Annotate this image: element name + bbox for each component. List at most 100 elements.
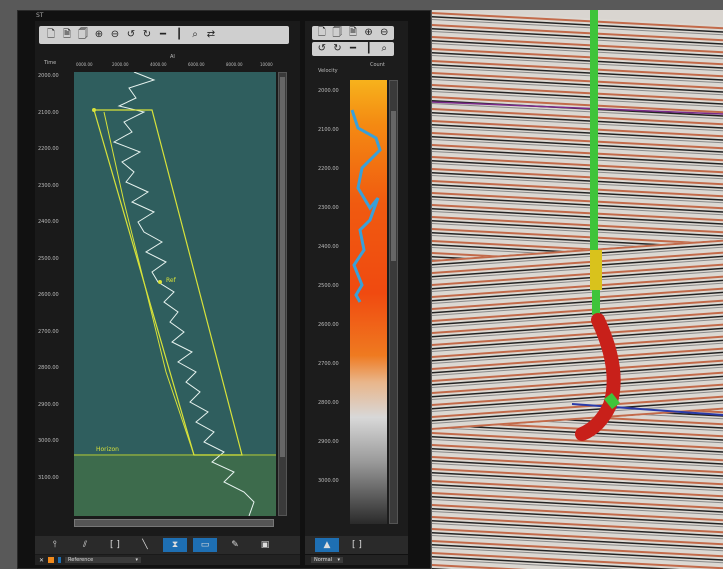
display-tool-button[interactable]: ▭ <box>193 538 217 552</box>
y-tick: 2000.00 <box>38 73 59 79</box>
histogram-toolbar-row2: ↺ ↻ ━ ┃ ⌕ <box>312 42 394 56</box>
y-tick: 2200.00 <box>318 166 339 172</box>
zoom-out-icon[interactable]: ⊖ <box>378 27 390 39</box>
ref-marker-point[interactable] <box>158 280 162 284</box>
doc-icon[interactable]: 🗎 <box>347 27 359 39</box>
scroll-thumb[interactable] <box>280 77 285 457</box>
histogram-vertical-scrollbar[interactable] <box>389 80 398 524</box>
top-axis-tick: 8000.00 <box>226 62 243 67</box>
y-tick: 2300.00 <box>38 183 59 189</box>
top-axis-tick: 2000.00 <box>112 62 129 67</box>
zoom-fit-icon[interactable]: ⌕ <box>378 43 390 55</box>
top-axis-tick: 0000.00 <box>76 62 93 67</box>
seismic-reflectors <box>432 10 723 569</box>
top-marker-point[interactable] <box>92 108 96 112</box>
edit-tool-button[interactable]: ✎ <box>223 538 247 552</box>
histogram-toolbar-row1: 🗋 🗍 🗎 ⊕ ⊖ <box>312 26 394 40</box>
hourglass-tool-button[interactable]: ⧗ <box>163 538 187 552</box>
log-status-bar: ✕ Reference ▾ <box>35 555 300 565</box>
y-tick: 2400.00 <box>318 244 339 250</box>
shuffle-icon[interactable]: ⇄ <box>205 29 217 41</box>
histogram-button[interactable]: ▲ <box>315 538 339 552</box>
y-tick: 2900.00 <box>318 439 339 445</box>
histogram-curve <box>352 110 380 302</box>
y-tick: 3100.00 <box>38 475 59 481</box>
count-header: Count <box>370 62 385 68</box>
y-tick: 2900.00 <box>38 402 59 408</box>
log-horizontal-scrollbar[interactable] <box>74 519 274 527</box>
annotation-ref: Ref <box>166 277 176 284</box>
histogram-bottom-toolbar: ▲ [ ] <box>305 536 408 554</box>
vertical-icon[interactable]: ┃ <box>363 43 375 55</box>
velocity-colorbar[interactable] <box>350 80 387 524</box>
velocity-header: Velocity <box>318 68 338 74</box>
reference-select[interactable]: Reference ▾ <box>65 557 141 563</box>
zoom-in-icon[interactable]: ⊕ <box>93 29 105 41</box>
axis-header-time: Time <box>44 60 56 66</box>
yellow-trend-line <box>104 112 194 455</box>
top-axis-tick: 6000.00 <box>188 62 205 67</box>
vertical-icon[interactable]: ┃ <box>173 29 185 41</box>
impedance-log-curve <box>114 72 254 516</box>
log-vertical-scrollbar[interactable] <box>278 72 287 516</box>
y-tick: 2700.00 <box>318 361 339 367</box>
seismic-3d-view[interactable] <box>432 10 723 569</box>
rotate-left-icon[interactable]: ↺ <box>316 43 328 55</box>
y-tick: 2400.00 <box>38 219 59 225</box>
log-bottom-toolbar: ⫯ ⫽ [ ] ╲ ⧗ ▭ ✎ ▣ <box>35 536 300 554</box>
seismic-svg <box>432 10 723 569</box>
annotation-horizon: Horizon <box>96 446 119 453</box>
y-tick: 2500.00 <box>38 256 59 262</box>
top-axis-tick: 4000.00 <box>150 62 167 67</box>
new-doc-icon[interactable]: 🗎 <box>61 29 73 41</box>
y-tick: 2300.00 <box>318 205 339 211</box>
panel-title: ST <box>36 12 43 19</box>
log-tool-button[interactable]: ⫽ <box>73 538 97 552</box>
view-tool-button[interactable]: ▣ <box>253 538 277 552</box>
zoom-out-icon[interactable]: ⊖ <box>109 29 121 41</box>
log-plot[interactable]: Ref Horizon <box>74 72 276 516</box>
y-tick: 2100.00 <box>38 110 59 116</box>
y-tick: 2100.00 <box>318 127 339 133</box>
y-tick: 2800.00 <box>38 365 59 371</box>
y-tick: 2500.00 <box>318 283 339 289</box>
top-axis-tick: 10000 <box>260 62 273 67</box>
y-tick: 3000.00 <box>38 438 59 444</box>
y-tick: 2600.00 <box>38 292 59 298</box>
horizontal-icon[interactable]: ━ <box>157 29 169 41</box>
orange-swatch <box>48 557 54 563</box>
y-tick: 2200.00 <box>38 146 59 152</box>
horizontal-icon[interactable]: ━ <box>347 43 359 55</box>
histogram-status-bar: Normal ▾ <box>305 555 408 565</box>
zoom-fit-icon[interactable]: ⌕ <box>189 29 201 41</box>
top-axis: 0000.00 2000.00 4000.00 6000.00 8000.00 … <box>74 56 274 70</box>
y-tick: 2800.00 <box>318 400 339 406</box>
copy-icon[interactable]: 🗍 <box>332 27 344 39</box>
well-tool-button[interactable]: ⫯ <box>43 538 67 552</box>
rotate-right-icon[interactable]: ↻ <box>141 29 153 41</box>
new-icon[interactable]: 🗋 <box>316 27 328 39</box>
mode-select-value: Normal <box>314 557 332 563</box>
histogram-svg <box>350 80 387 524</box>
range-button[interactable]: [ ] <box>345 538 369 552</box>
close-icon[interactable]: ✕ <box>39 557 44 564</box>
log-toolbar: 🗋 🗎 🗍 ⊕ ⊖ ↺ ↻ ━ ┃ ⌕ ⇄ <box>39 26 289 44</box>
y-tick: 2600.00 <box>318 322 339 328</box>
well-path-marker-green <box>608 396 616 406</box>
copy-icon[interactable]: 🗍 <box>77 29 89 41</box>
rotate-right-icon[interactable]: ↻ <box>332 43 344 55</box>
new-icon[interactable]: 🗋 <box>45 29 57 41</box>
mode-select[interactable]: Normal ▾ <box>311 557 343 563</box>
reference-select-value: Reference <box>68 557 93 563</box>
y-tick: 2700.00 <box>38 329 59 335</box>
bracket-tool-button[interactable]: [ ] <box>103 538 127 552</box>
blue-swatch <box>58 557 61 563</box>
diagonal-tool-button[interactable]: ╲ <box>133 538 157 552</box>
rotate-left-icon[interactable]: ↺ <box>125 29 137 41</box>
zoom-in-icon[interactable]: ⊕ <box>363 27 375 39</box>
chevron-down-icon: ▾ <box>136 557 139 563</box>
chevron-down-icon: ▾ <box>337 557 340 563</box>
scroll-thumb[interactable] <box>391 111 396 261</box>
y-tick: 3000.00 <box>318 478 339 484</box>
